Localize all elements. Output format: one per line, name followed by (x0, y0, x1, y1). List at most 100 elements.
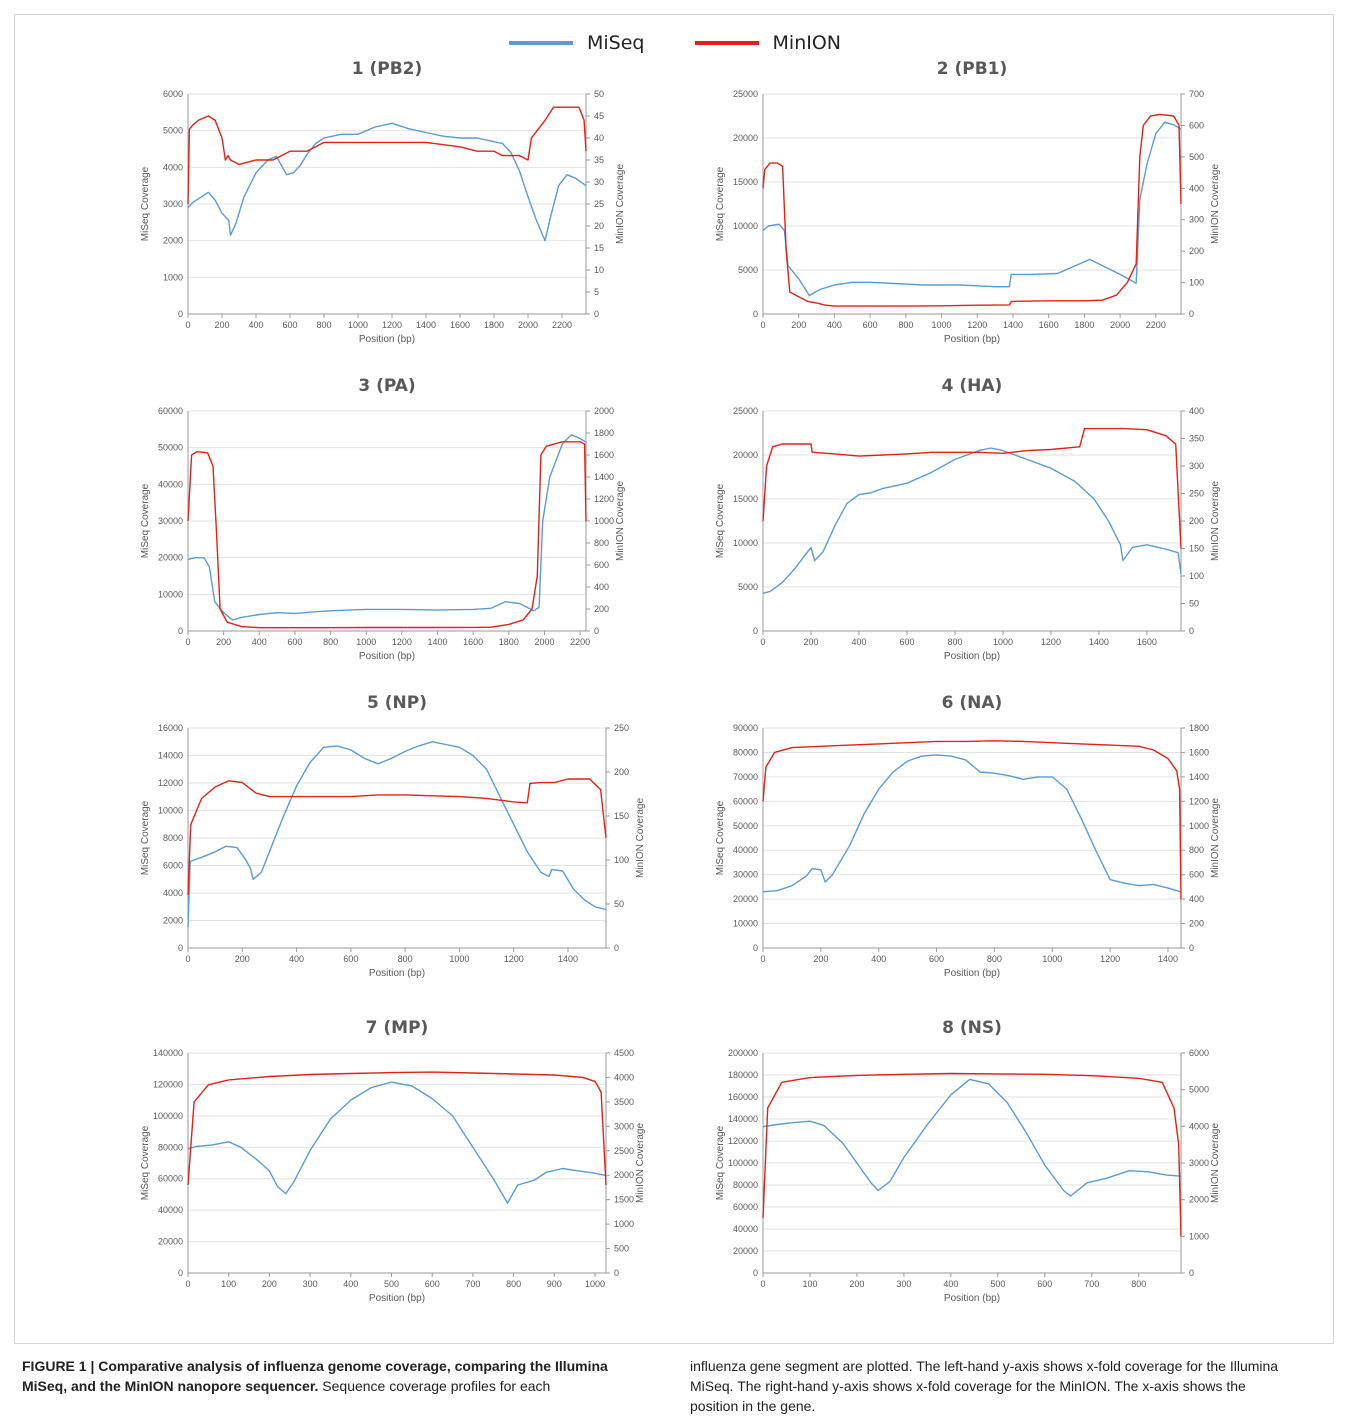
y2-tick-label: 50 (614, 899, 624, 909)
y2-tick-label: 1000 (614, 1219, 634, 1229)
x-tick-label: 700 (1084, 1279, 1099, 1289)
x-tick-label: 200 (813, 954, 828, 964)
x-tick-label: 200 (803, 637, 818, 647)
y-tick-label: 20000 (733, 450, 758, 460)
series-line-miseq (187, 434, 587, 621)
y-tick-label: 20000 (733, 1246, 758, 1256)
y2-tick-label: 45 (594, 111, 604, 121)
x-tick-label: 500 (990, 1279, 1005, 1289)
y-tick-label: 0 (753, 1268, 758, 1278)
y2-tick-label: 350 (1189, 434, 1204, 444)
legend-item-minion: MinION (694, 32, 841, 54)
y-tick-label: 100000 (153, 1111, 183, 1121)
y2-axis-title: MinION Coverage (1210, 1123, 1221, 1203)
y-tick-label: 0 (178, 943, 183, 953)
y-tick-label: 30000 (158, 516, 183, 526)
y2-tick-label: 600 (1189, 120, 1204, 130)
x-tick-label: 600 (425, 1279, 440, 1289)
y2-tick-label: 150 (1189, 544, 1204, 554)
y-axis-title: MiSeq Coverage (715, 800, 726, 875)
y-tick-label: 1000 (163, 272, 183, 282)
x-tick-label: 600 (929, 954, 944, 964)
y2-tick-label: 500 (614, 1244, 629, 1254)
y-tick-label: 10000 (158, 806, 183, 816)
x-tick-label: 300 (303, 1279, 318, 1289)
x-tick-label: 0 (185, 1279, 190, 1289)
x-tick-label: 0 (760, 1279, 765, 1289)
y2-tick-label: 4000 (1189, 1121, 1209, 1131)
y-tick-label: 5000 (163, 126, 183, 136)
x-tick-label: 600 (899, 637, 914, 647)
y-tick-label: 50000 (733, 821, 758, 831)
x-tick-label: 1200 (967, 320, 987, 330)
chart-pa: 3 (PA)0100002000030000400005000060000020… (140, 376, 626, 662)
y2-tick-label: 4000 (614, 1072, 634, 1082)
y-axis-title: MiSeq Coverage (715, 1125, 726, 1200)
y-tick-label: 25000 (733, 89, 758, 99)
x-tick-label: 600 (282, 320, 297, 330)
y2-tick-label: 500 (1189, 152, 1204, 162)
y2-tick-label: 2000 (614, 1170, 634, 1180)
y2-axis-title: MinION Coverage (1210, 164, 1221, 244)
y-tick-label: 40000 (158, 1205, 183, 1215)
y-tick-label: 8000 (163, 833, 183, 843)
y-axis-title: MiSeq Coverage (715, 483, 726, 558)
x-tick-label: 2200 (552, 320, 572, 330)
y-tick-label: 2000 (163, 916, 183, 926)
x-axis-title: Position (bp) (359, 651, 415, 662)
y2-tick-label: 0 (1189, 626, 1194, 636)
y-tick-label: 14000 (158, 751, 183, 761)
y-tick-label: 10000 (733, 538, 758, 548)
y-tick-label: 80000 (733, 1180, 758, 1190)
x-tick-label: 1000 (932, 320, 952, 330)
x-tick-label: 1000 (993, 637, 1013, 647)
x-tick-label: 800 (506, 1279, 521, 1289)
series-line-minion (187, 778, 607, 896)
x-tick-label: 200 (214, 320, 229, 330)
y-tick-label: 10000 (733, 221, 758, 231)
y-axis-title: MiSeq Coverage (715, 166, 726, 241)
x-tick-label: 2200 (1146, 320, 1166, 330)
chart-mp: 7 (MP)0200004000060000800001000001200001… (140, 1018, 646, 1304)
y2-tick-label: 0 (1189, 309, 1194, 319)
y-tick-label: 3000 (163, 199, 183, 209)
figure-frame (14, 14, 1334, 1344)
y-tick-label: 80000 (733, 747, 758, 757)
x-tick-label: 1200 (1041, 637, 1061, 647)
chart-pb1: 2 (PB1)050001000015000200002500001002003… (715, 59, 1221, 345)
x-tick-label: 1000 (585, 1279, 605, 1289)
series-line-minion (762, 740, 1182, 900)
legend-swatch-miseq (508, 41, 573, 45)
x-tick-label: 1800 (1074, 320, 1094, 330)
y2-tick-label: 1000 (1189, 821, 1209, 831)
x-tick-label: 1800 (499, 637, 519, 647)
y-axis-title: MiSeq Coverage (140, 800, 151, 875)
x-tick-label: 600 (343, 954, 358, 964)
y2-tick-label: 1000 (1189, 1231, 1209, 1241)
chart-ha: 4 (HA)0500010000150002000025000050100150… (715, 376, 1221, 662)
y-tick-label: 4000 (163, 162, 183, 172)
x-tick-label: 1000 (348, 320, 368, 330)
y-tick-label: 15000 (733, 177, 758, 187)
x-axis-title: Position (bp) (944, 1293, 1000, 1304)
y-tick-label: 12000 (158, 778, 183, 788)
y-tick-label: 0 (178, 1268, 183, 1278)
x-tick-label: 2000 (518, 320, 538, 330)
y-tick-label: 30000 (733, 870, 758, 880)
legend-swatch-minion (694, 41, 759, 45)
y-tick-label: 5000 (738, 265, 758, 275)
y2-tick-label: 3000 (1189, 1158, 1209, 1168)
x-tick-label: 1400 (558, 954, 578, 964)
x-tick-label: 1600 (1039, 320, 1059, 330)
y-tick-label: 2000 (163, 236, 183, 246)
legend: MiSeq MinION (0, 28, 1350, 54)
y2-tick-label: 50 (1189, 599, 1199, 609)
y2-axis-title: MinION Coverage (615, 481, 626, 561)
y-tick-label: 60000 (158, 1174, 183, 1184)
y-tick-label: 0 (178, 626, 183, 636)
y-tick-label: 20000 (733, 894, 758, 904)
y2-tick-label: 100 (1189, 571, 1204, 581)
y-tick-label: 6000 (163, 861, 183, 871)
x-tick-label: 1200 (392, 637, 412, 647)
x-axis-title: Position (bp) (944, 968, 1000, 979)
